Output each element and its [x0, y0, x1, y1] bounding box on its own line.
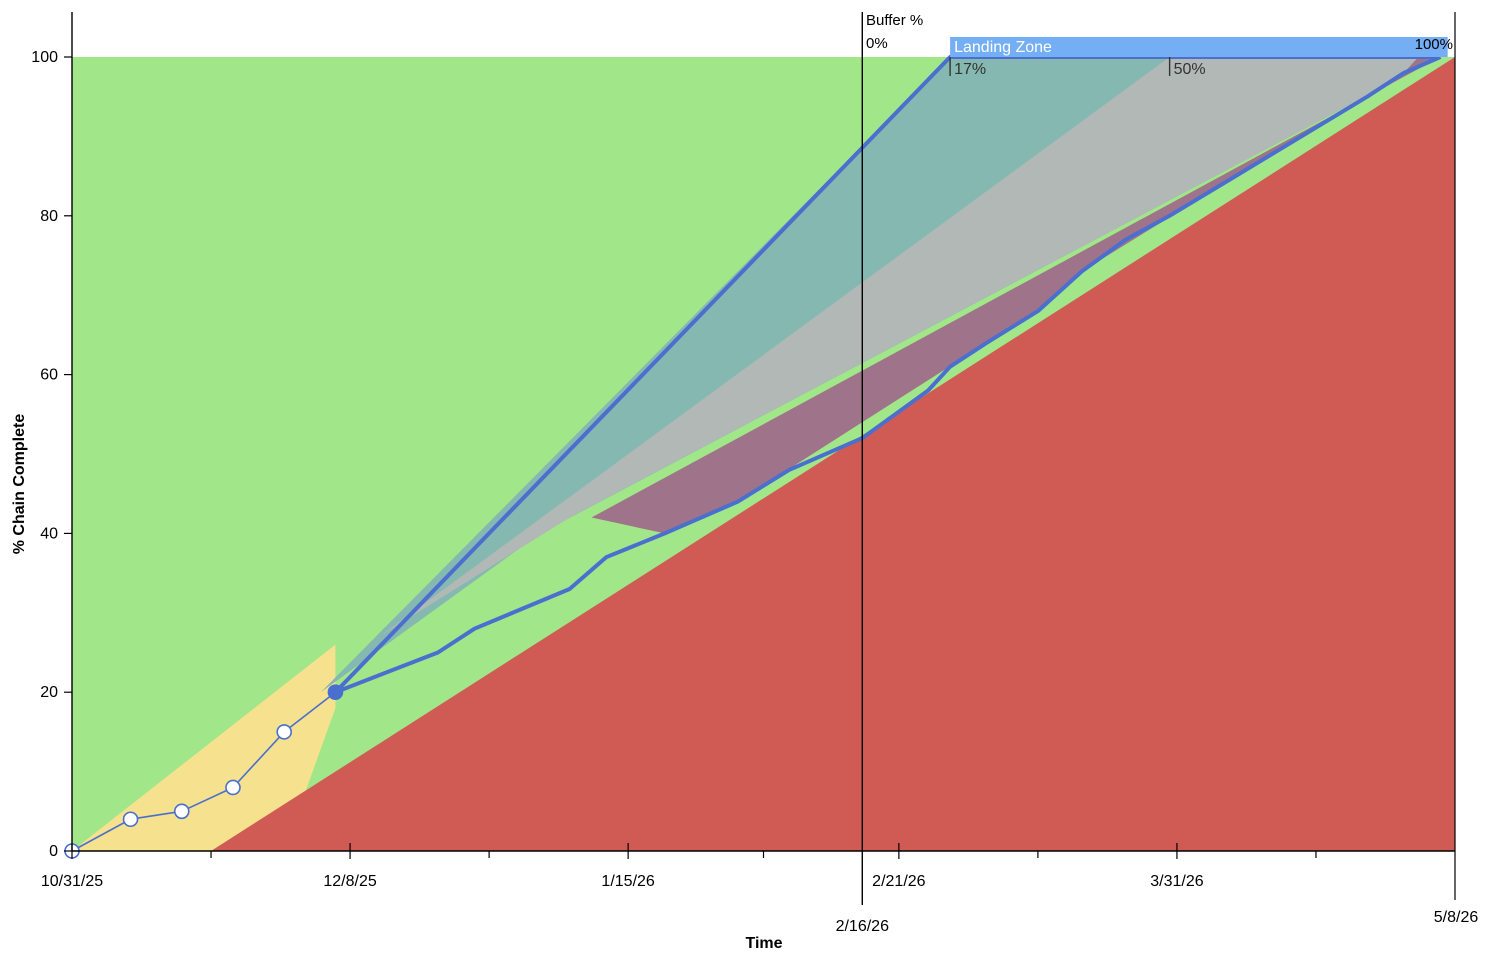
buffer-bar: Buffer % 0% Landing Zone 100% 17% 50%: [866, 12, 1453, 78]
y-axis-title: % Chain Complete: [11, 414, 28, 555]
zone-purple: [591, 57, 1441, 534]
zone-yellow: [72, 644, 336, 851]
x-tick-label: 2/21/26: [872, 873, 925, 890]
landing-zone-label: Landing Zone: [954, 39, 1052, 56]
history-point: [276, 724, 293, 740]
x-tick-label: 1/15/26: [601, 873, 654, 890]
zone-teal: [320, 57, 1441, 693]
history-point: [122, 811, 139, 828]
y-tick-label: 40: [40, 525, 58, 542]
buffer-end-label: 100%: [1415, 36, 1453, 53]
x-tick-label: 5/8/26: [1434, 909, 1479, 926]
buffer-start-label: 0%: [866, 35, 888, 52]
status-date-label: 2/16/26: [836, 918, 889, 935]
buffer-title: Buffer %: [866, 12, 923, 29]
y-tick-label: 20: [40, 684, 58, 701]
history-point: [173, 803, 190, 820]
y-tick-label: 0: [49, 843, 58, 860]
history-point: [225, 779, 241, 796]
series-line-lower: [334, 55, 1442, 695]
zone-red: [211, 57, 1455, 851]
buffer-marker-label: 17%: [954, 61, 986, 78]
axes-layer: 0 20 40 60 80 100 10/31/25 12/8/25 1/15/26 2/21/2…: [31, 12, 1478, 935]
x-tick-label: 12/8/25: [323, 873, 376, 890]
y-tick-label: 80: [40, 208, 58, 225]
buffer-marker-label: 50%: [1174, 61, 1206, 78]
current-status-point: [327, 684, 344, 701]
landing-zone-bar: [950, 37, 1448, 57]
x-tick-label: 10/31/25: [41, 873, 103, 890]
x-tick-label: 3/31/26: [1150, 873, 1203, 890]
y-tick-label: 60: [40, 367, 58, 384]
y-tick-label: 100: [31, 49, 58, 66]
series-line-history: [71, 691, 336, 852]
x-axis-title: Time: [745, 935, 782, 952]
